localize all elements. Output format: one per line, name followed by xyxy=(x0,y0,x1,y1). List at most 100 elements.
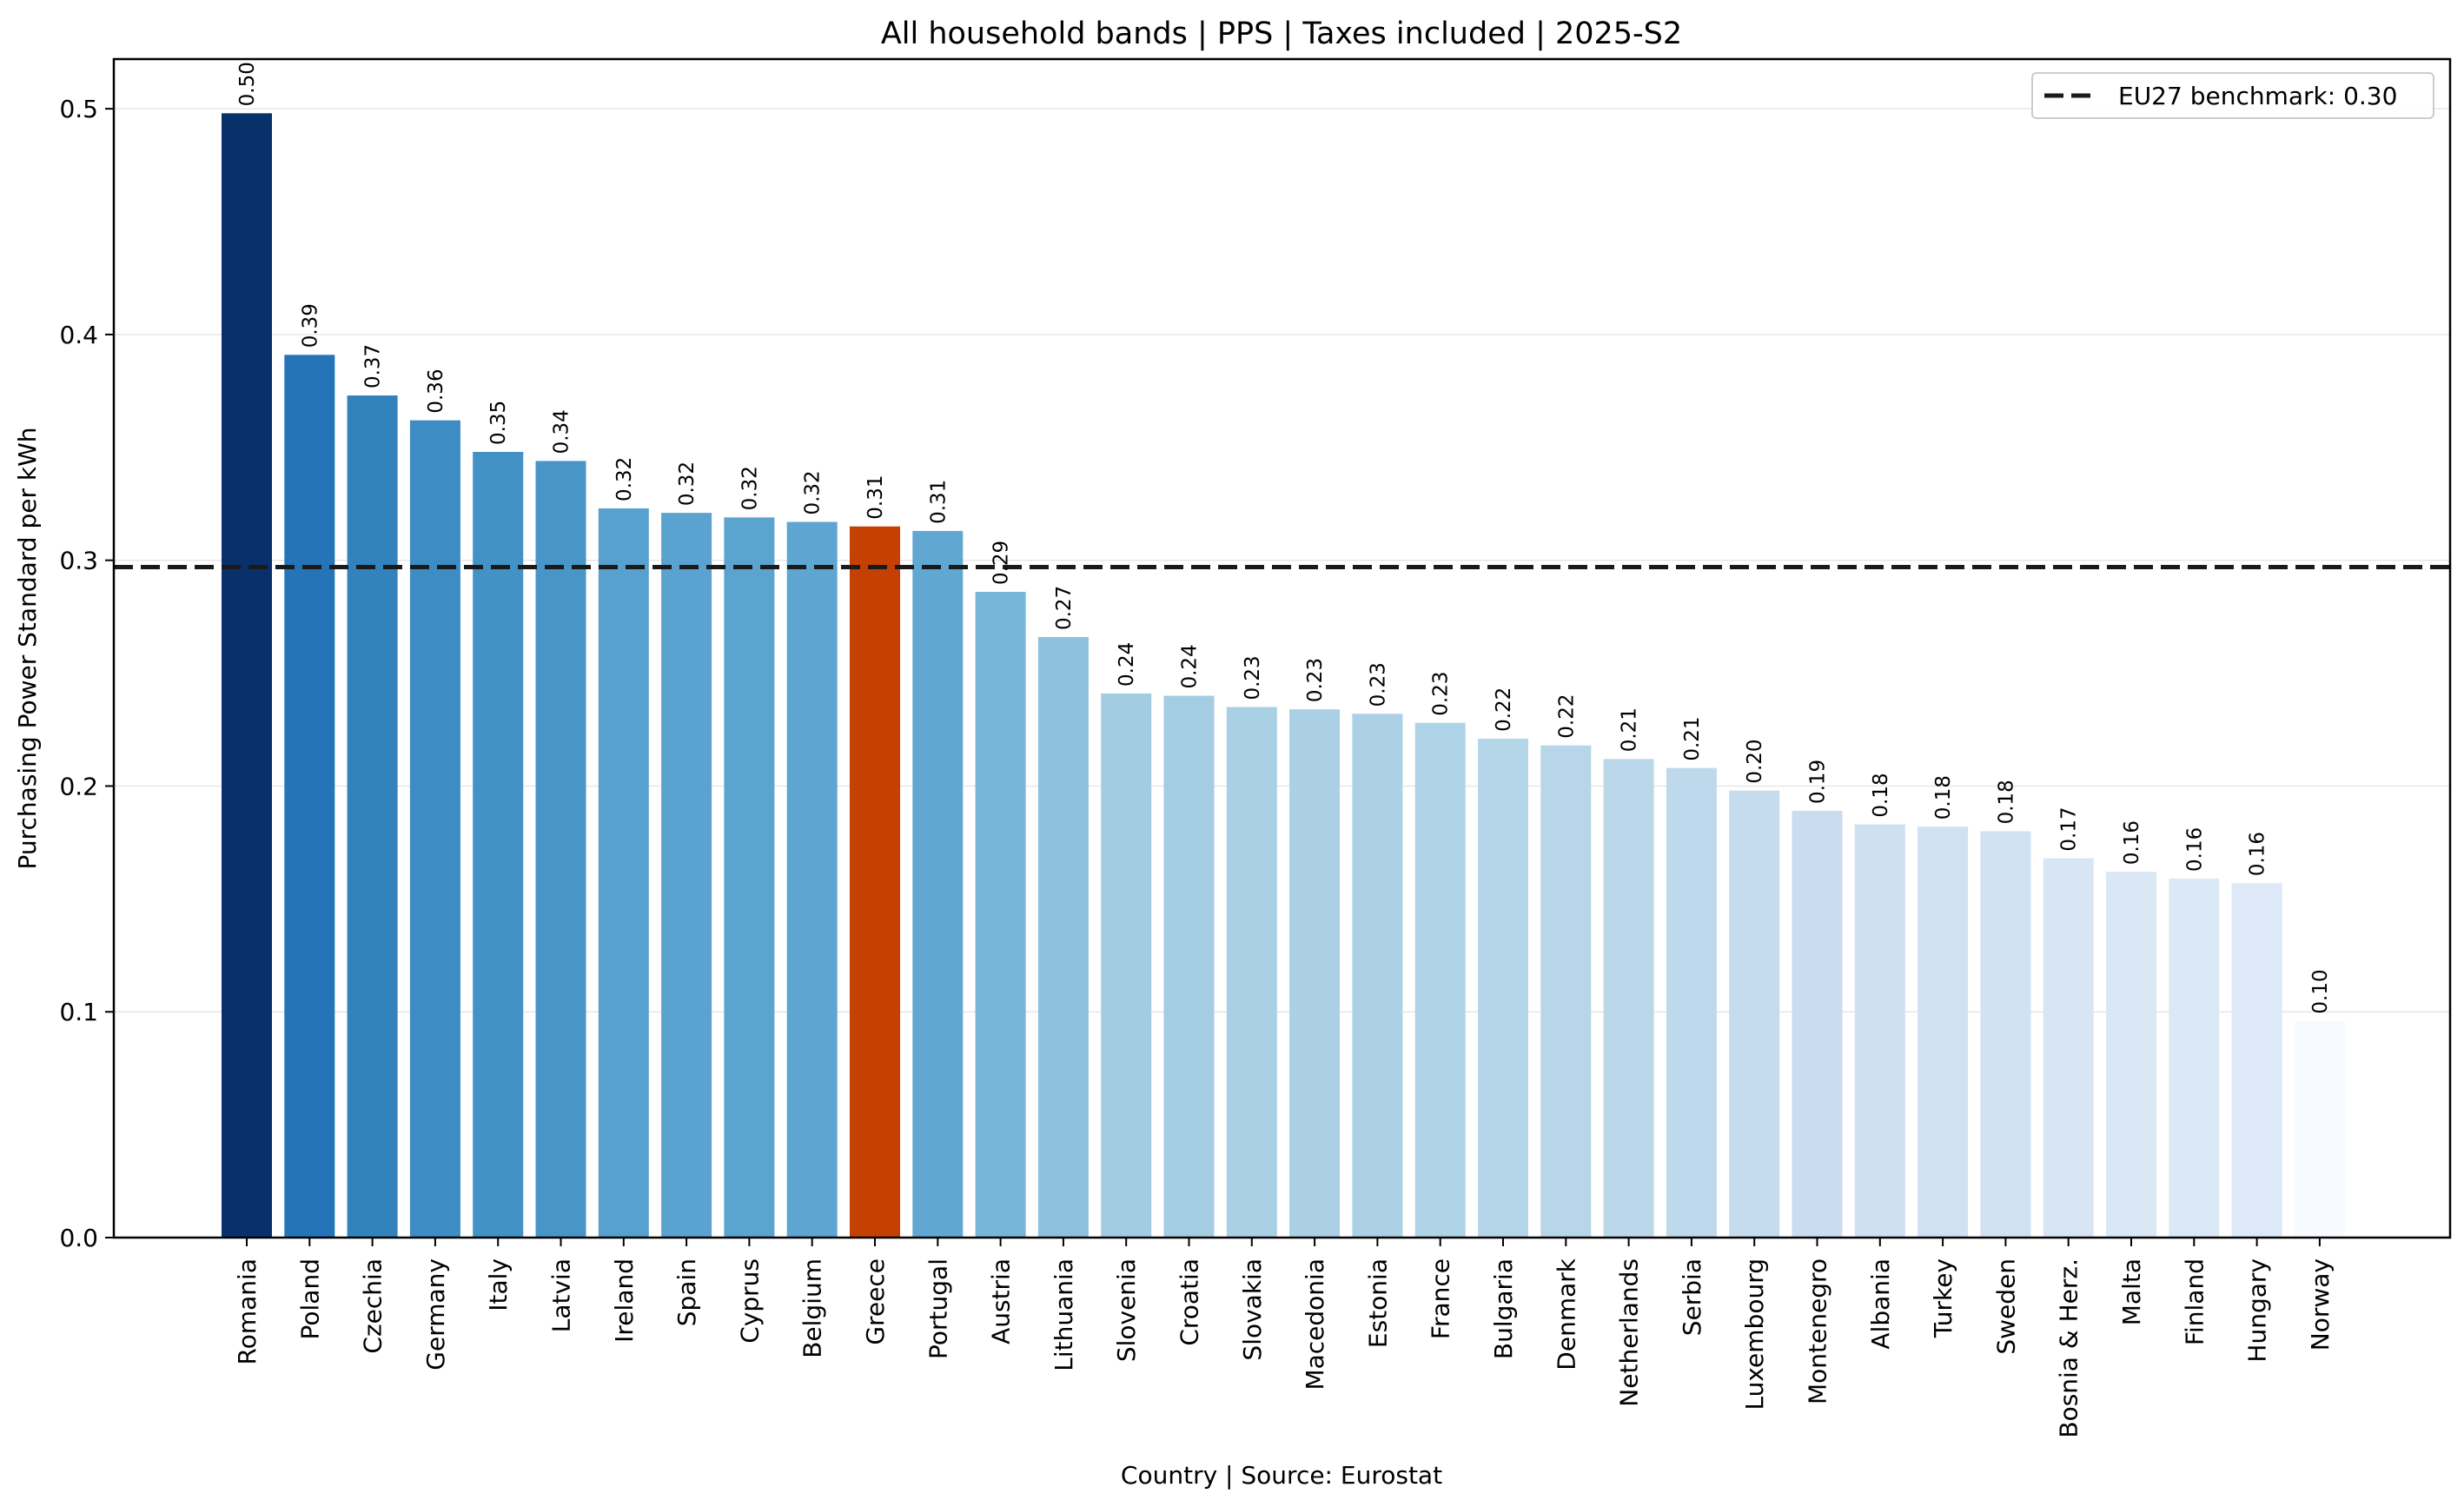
x-tick-label: Germany xyxy=(421,1258,450,1371)
x-tick-label: Finland xyxy=(2180,1258,2209,1345)
x-tick-label: Norway xyxy=(2306,1258,2335,1351)
bar xyxy=(284,355,335,1238)
x-tick-label: Macedonia xyxy=(1301,1258,1329,1391)
bar xyxy=(2043,858,2094,1238)
plot-frame xyxy=(112,57,2452,1239)
bar-value-label: 0.27 xyxy=(1053,586,1076,630)
bar-value-label: 0.20 xyxy=(1744,739,1766,783)
bar-value-label: 0.23 xyxy=(1304,658,1327,702)
bar xyxy=(347,395,398,1238)
x-tick-label: Malta xyxy=(2117,1258,2146,1325)
bar xyxy=(786,521,838,1238)
x-tick-label: Portugal xyxy=(924,1258,952,1359)
bar-value-label: 0.18 xyxy=(1932,775,1955,820)
y-tick-label: 0.3 xyxy=(59,547,98,575)
bar-value-label: 0.16 xyxy=(2247,832,2269,876)
bar-value-label: 0.19 xyxy=(1807,760,1830,804)
bar xyxy=(1037,637,1089,1238)
bar xyxy=(2231,883,2282,1238)
bar xyxy=(1226,707,1277,1238)
bar xyxy=(1666,767,1717,1238)
x-tick-label: Denmark xyxy=(1552,1258,1580,1370)
bar-value-label: 0.37 xyxy=(362,344,385,388)
x-tick-label: Spain xyxy=(672,1258,701,1326)
bar xyxy=(661,513,712,1238)
bar xyxy=(2294,1020,2345,1238)
bar-value-label: 0.35 xyxy=(487,401,510,445)
y-axis-label: Purchasing Power Standard per kWh xyxy=(13,427,42,869)
bar-value-label: 0.32 xyxy=(613,457,636,501)
bar xyxy=(473,452,524,1238)
bar-value-label: 0.36 xyxy=(425,368,447,413)
x-tick-label: Greece xyxy=(861,1258,890,1345)
bar-value-label: 0.21 xyxy=(1619,707,1641,752)
x-tick-label: Ireland xyxy=(610,1258,639,1343)
bar xyxy=(1918,827,1969,1238)
bar xyxy=(1478,738,1528,1238)
x-tick-label: Croatia xyxy=(1176,1258,1204,1346)
x-tick-label: Latvia xyxy=(547,1258,576,1332)
value-labels: 0.50 0.39 0.37 0.36 0.35 0.34 0.32 0.32 0.32 0.32… xyxy=(236,62,2332,1013)
x-tick-label: Albania xyxy=(1866,1258,1895,1350)
bar-value-label: 0.29 xyxy=(990,541,1013,585)
bar xyxy=(222,113,272,1238)
bar xyxy=(1540,745,1592,1238)
bar xyxy=(912,530,964,1238)
bar xyxy=(1414,722,1466,1238)
bar-value-label: 0.18 xyxy=(1870,773,1892,817)
bar-value-label: 0.31 xyxy=(927,480,950,524)
bars xyxy=(222,113,2345,1238)
bar-value-label: 0.22 xyxy=(1555,694,1578,738)
x-tick-label: Czechia xyxy=(359,1258,387,1354)
x-tick-label: Belgium xyxy=(798,1258,827,1358)
bar xyxy=(1792,811,1843,1238)
bar xyxy=(1352,714,1403,1238)
y-tick-label: 0.0 xyxy=(59,1224,98,1252)
bar xyxy=(724,517,775,1238)
bar-value-label: 0.16 xyxy=(2183,827,2206,872)
x-tick-label: France xyxy=(1427,1258,1455,1339)
bar xyxy=(2169,878,2220,1238)
bar-value-label: 0.10 xyxy=(2309,969,2332,1013)
legend: EU27 benchmark: 0.30 xyxy=(2031,72,2434,119)
axes xyxy=(112,57,2452,1239)
x-tick-label: Bosnia & Herz. xyxy=(2055,1258,2083,1438)
bar-value-label: 0.22 xyxy=(1493,687,1515,732)
x-axis-ticks: Romania Poland Czechia Germany Italy Latvia Ir… xyxy=(233,1238,2335,1438)
bar xyxy=(1101,693,1152,1238)
bar-value-label: 0.31 xyxy=(864,475,887,520)
x-axis-label: Country | Source: Eurostat xyxy=(1121,1461,1442,1490)
y-tick-label: 0.2 xyxy=(59,772,98,800)
bar-value-label: 0.23 xyxy=(1242,655,1264,700)
bar xyxy=(1289,709,1341,1238)
x-tick-label: Bulgaria xyxy=(1489,1258,1518,1359)
bar-value-label: 0.32 xyxy=(676,461,699,506)
x-tick-label: Netherlands xyxy=(1615,1258,1644,1407)
bar xyxy=(535,461,586,1238)
x-tick-label: Montenegro xyxy=(1804,1258,1832,1404)
x-tick-label: Poland xyxy=(295,1258,324,1339)
x-tick-label: Slovenia xyxy=(1112,1258,1141,1362)
chart-title: All household bands | PPS | Taxes includ… xyxy=(881,17,1682,51)
y-tick-label: 0.5 xyxy=(59,95,98,123)
x-tick-label: Serbia xyxy=(1678,1258,1706,1336)
x-tick-label: Sweden xyxy=(1991,1258,2020,1355)
legend-box xyxy=(2031,72,2434,119)
bar-value-label: 0.18 xyxy=(1995,780,2017,824)
bar-value-label: 0.23 xyxy=(1367,662,1389,707)
x-tick-label: Cyprus xyxy=(735,1258,764,1344)
bar-value-label: 0.32 xyxy=(739,466,761,510)
y-axis-ticks: 0.0 0.1 0.2 0.3 0.4 0.5 xyxy=(59,95,114,1252)
bar xyxy=(1729,790,1780,1238)
bar xyxy=(1854,824,1905,1238)
x-tick-label: Hungary xyxy=(2243,1258,2272,1363)
bar-value-label: 0.24 xyxy=(1179,644,1202,688)
x-tick-label: Lithuania xyxy=(1050,1258,1078,1371)
x-tick-label: Slovakia xyxy=(1238,1258,1267,1361)
x-tick-label: Romania xyxy=(233,1258,262,1364)
bar xyxy=(2106,872,2156,1238)
bar-value-label: 0.16 xyxy=(2121,820,2143,865)
x-tick-label: Austria xyxy=(987,1258,1016,1344)
